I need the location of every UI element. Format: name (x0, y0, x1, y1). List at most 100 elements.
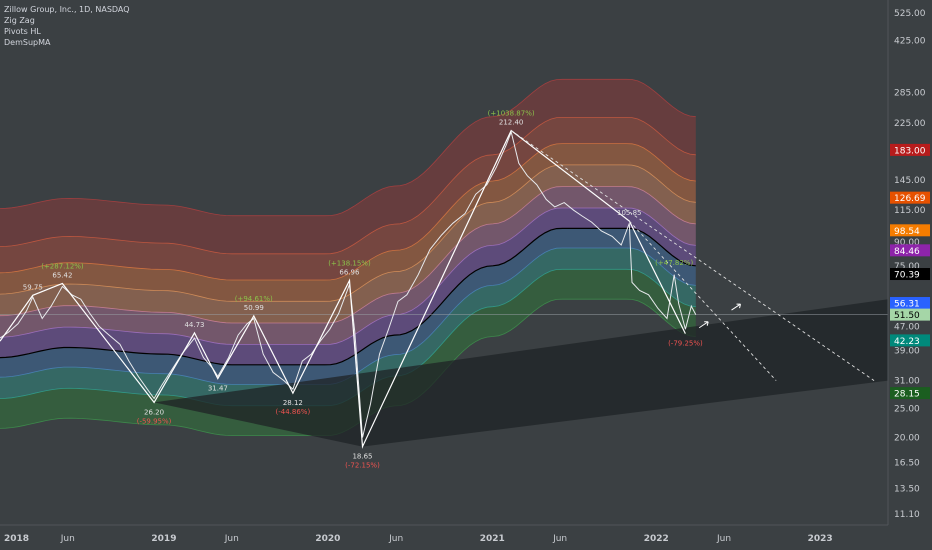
pivot-label: 31.47 (208, 385, 228, 393)
upper-band-1 (0, 208, 696, 365)
pivot-label: (-79.25%) (668, 340, 703, 348)
pivot-price-label: 31.47 (208, 385, 228, 393)
band-center-line (0, 227, 696, 366)
x-tick-label: Jun (224, 534, 239, 544)
pivot-label: 44.73 (184, 321, 204, 329)
band-line-upper-3 (0, 164, 696, 302)
legend: Zillow Group, Inc., 1D, NASDAQ Zig Zag P… (4, 4, 130, 48)
price-badge: 183.00 (890, 143, 930, 156)
price-badge: 98.54 (890, 224, 930, 237)
y-tick-label: 225.00 (894, 119, 926, 129)
pivot-pct-label: (+94.61%) (235, 295, 273, 303)
price-badge-bg (890, 387, 930, 400)
y-tick-label: 75.00 (894, 262, 920, 272)
price-badge-bg (890, 143, 930, 156)
pivot-pct-label: (-59.95%) (137, 417, 172, 425)
upper-band-2 (0, 186, 696, 345)
x-tick-label: Jun (60, 534, 75, 544)
pivot-price-label: 26.20 (144, 408, 164, 416)
band-line-upper-2 (0, 186, 696, 324)
price-badge-bg (890, 191, 930, 204)
pivot-pct-label: (+287.12%) (41, 263, 84, 271)
projection-arrow (698, 321, 709, 329)
price-badge: 126.69 (890, 191, 930, 204)
pivot-label: (+47.82%) (655, 259, 693, 267)
pivot-label: (+94.61%)50.99 (235, 295, 273, 312)
pivot-label: (+138.15%)66.96 (328, 260, 371, 277)
pivot-label: 59.75 (23, 283, 43, 291)
x-tick-label: 2022 (644, 534, 669, 544)
y-tick-label: 115.00 (894, 206, 926, 216)
x-tick-label: 2019 (151, 534, 176, 544)
price-badge: 56.31 (890, 297, 930, 310)
price-badge-label: 28.15 (894, 390, 920, 400)
x-tick-label: Jun (552, 534, 567, 544)
plot-area[interactable]: 59.75 (+287.12%)65.42 26.20(-59.95%) 44.73 3… (0, 78, 889, 470)
price-badge-label: 84.46 (894, 247, 920, 257)
price-badge-label: 183.00 (894, 146, 926, 156)
y-tick-label: 11.10 (894, 510, 920, 520)
price-badge: 70.39 (890, 268, 930, 281)
price-badge: 28.15 (890, 387, 930, 400)
x-tick-label: Jun (716, 534, 731, 544)
x-tick-label: Jun (388, 534, 403, 544)
price-badge-bg (890, 308, 930, 321)
upper-band-3 (0, 164, 696, 323)
band-line-upper-5 (0, 117, 696, 255)
trend-line-dashed-1 (510, 130, 875, 381)
pivot-price-label: 66.96 (339, 269, 360, 277)
x-tick-label: 2020 (315, 534, 340, 544)
y-tick-label: 285.00 (894, 88, 926, 98)
price-badge-label: 70.39 (894, 271, 920, 281)
lower-band-3 (0, 269, 696, 436)
band-line-upper-4 (0, 143, 696, 281)
indicator-zigzag[interactable]: Zig Zag (4, 16, 35, 25)
band-line-upper-1 (0, 207, 696, 345)
pivot-price-label: 65.42 (52, 272, 72, 280)
price-badge: 42.23 (890, 334, 930, 347)
price-badge-label: 42.23 (894, 337, 920, 347)
price-badge-bg (890, 297, 930, 310)
y-tick-label: 13.50 (894, 485, 920, 495)
price-badge-label: 51.50 (894, 311, 920, 321)
price-badge-bg (890, 334, 930, 347)
price-badge-bg (890, 268, 930, 281)
pivot-price-label: 44.73 (184, 321, 204, 329)
pivot-price-label: 59.75 (23, 283, 43, 291)
pivot-price-label: 18.65 (352, 453, 372, 461)
y-tick-label: 525.00 (894, 9, 926, 19)
y-tick-label: 25.00 (894, 405, 920, 415)
projection-arrow (731, 303, 742, 311)
pivot-label: 18.65(-72.15%) (345, 453, 380, 470)
trend-line-dashed-2 (628, 220, 777, 381)
x-tick-label: 2018 (4, 534, 29, 544)
pivot-label: (+287.12%)65.42 (41, 263, 84, 280)
price-badge-bg (890, 244, 930, 257)
upper-band-6 (0, 79, 696, 254)
symbol-line: Zillow Group, Inc., 1D, NASDAQ (4, 5, 130, 14)
price-badge-label: 98.54 (894, 227, 920, 237)
pivot-label: (+1038.87%)212.40 (488, 110, 535, 127)
x-tick-label: 2023 (808, 534, 833, 544)
y-tick-label: 47.00 (894, 322, 920, 332)
price-badge-bg (890, 224, 930, 237)
y-tick-label: 90.00 (894, 238, 920, 248)
price-badge-label: 56.31 (894, 300, 920, 310)
pivot-pct-label: (-79.25%) (668, 340, 703, 348)
indicator-pivots[interactable]: Pivots HL (4, 27, 41, 36)
pivot-label: 105.85 (617, 209, 642, 217)
y-tick-label: 31.00 (894, 377, 920, 387)
price-line (0, 130, 697, 438)
indicator-demsupma[interactable]: DemSupMA (4, 38, 51, 47)
pivot-price-label: 50.99 (244, 304, 264, 312)
pivot-pct-label: (+47.82%) (655, 259, 693, 267)
pivot-price-label: 105.85 (617, 209, 642, 217)
y-tick-label: 145.00 (894, 176, 926, 186)
y-tick-label: 425.00 (894, 36, 926, 46)
y-tick-label: 39.00 (894, 347, 920, 357)
price-badge: 51.50 (890, 308, 930, 321)
pivot-label: 28.12(-44.86%) (276, 399, 311, 416)
band-line-upper-6 (0, 78, 696, 217)
